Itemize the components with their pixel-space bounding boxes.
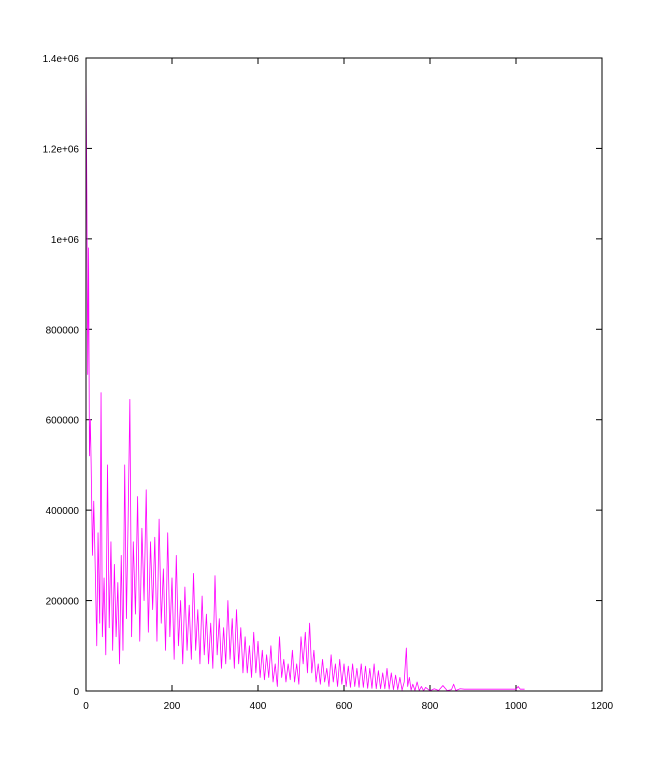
x-tick-labels: 0 200 400 600 800 1000 1200: [83, 701, 613, 712]
x-tick-label: 600: [336, 701, 353, 712]
x-tick-label: 1000: [505, 701, 528, 712]
series-line: [85, 67, 525, 692]
y-tick-label: 1e+06: [51, 235, 80, 246]
y-tick-label: 1.4e+06: [43, 54, 80, 65]
x-tick-label: 800: [422, 701, 439, 712]
y-tick-label: 800000: [46, 325, 80, 336]
plot-frame: [85, 57, 603, 692]
y-tick-labels: 0 200000 400000 600000 800000 1e+06 1.2e+06 1.4…: [43, 54, 80, 698]
y-tick-label: 1.2e+06: [43, 144, 80, 155]
x-tick-label: 400: [250, 701, 267, 712]
x-tick-label: 1200: [591, 701, 614, 712]
series-layer: [85, 67, 525, 692]
y-tick-label: 400000: [46, 506, 80, 517]
y-tick-label: 0: [73, 687, 79, 698]
y-tick-label: 200000: [46, 597, 80, 608]
y-tick-label: 600000: [46, 416, 80, 427]
x-tick-label: 0: [83, 701, 89, 712]
x-tick-label: 200: [164, 701, 181, 712]
axis-ticks: [85, 57, 603, 692]
